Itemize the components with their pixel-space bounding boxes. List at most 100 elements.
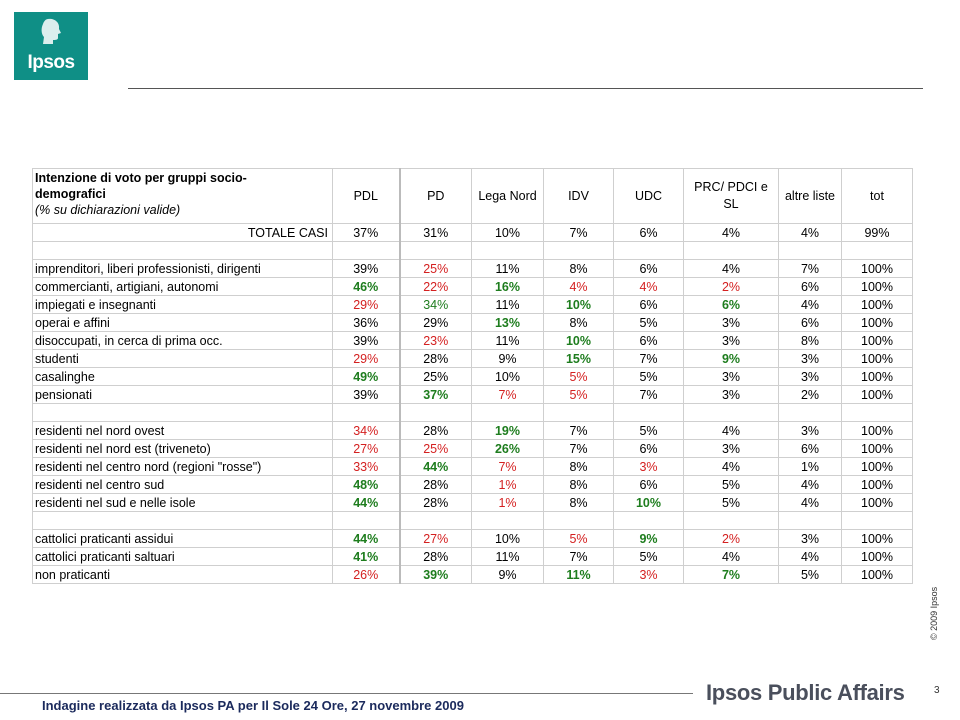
value-cell: 25%	[398, 439, 472, 458]
value-cell: 3%	[613, 565, 684, 584]
value-cell: 25%	[398, 367, 472, 386]
value-cell: 5%	[613, 367, 684, 386]
value-cell: 6%	[778, 439, 842, 458]
table-row: residenti nel nord est (triveneto) 27% 25%…	[32, 439, 913, 458]
value-cell	[543, 511, 614, 530]
value-cell	[332, 241, 400, 260]
value-cell: 26%	[332, 565, 400, 584]
table-row: studenti 29% 28% 9% 15% 7% 9% 3% 100%	[32, 349, 913, 368]
row-label	[32, 241, 333, 260]
value-cell: 3%	[778, 529, 842, 548]
value-cell	[332, 511, 400, 530]
table-row: non praticanti 26% 39% 9% 11% 3% 7% 5% 100%	[32, 565, 913, 584]
value-cell: 3%	[683, 331, 779, 350]
row-label: residenti nel nord est (triveneto)	[32, 439, 333, 458]
value-cell: 22%	[398, 277, 472, 296]
value-cell: 6%	[778, 277, 842, 296]
value-cell	[332, 403, 400, 422]
column-header: PD	[398, 168, 472, 224]
vote-intention-table: Intenzione di voto per gruppi socio- dem…	[32, 168, 913, 584]
table-row: residenti nel centro nord (regioni "ross…	[32, 457, 913, 476]
value-cell: 8%	[543, 493, 614, 512]
value-cell	[471, 511, 544, 530]
table-subtitle: (% su dichiarazioni valide)	[35, 203, 181, 217]
column-header: tot	[841, 168, 913, 224]
value-cell: 4%	[613, 277, 684, 296]
value-cell: 8%	[543, 313, 614, 332]
value-cell	[683, 241, 779, 260]
value-cell: 100%	[841, 349, 913, 368]
value-cell: 4%	[778, 493, 842, 512]
table-row: residenti nel nord ovest 34% 28% 19% 7% 5% 4% 3…	[32, 421, 913, 440]
value-cell: 4%	[778, 475, 842, 494]
value-cell: 48%	[332, 475, 400, 494]
value-cell	[398, 241, 472, 260]
value-cell: 100%	[841, 439, 913, 458]
value-cell: 5%	[613, 421, 684, 440]
value-cell	[841, 241, 913, 260]
value-cell: 3%	[683, 439, 779, 458]
column-header: IDV	[543, 168, 614, 224]
value-cell: 10%	[613, 493, 684, 512]
value-cell	[613, 511, 684, 530]
value-cell: 6%	[613, 259, 684, 278]
value-cell: 25%	[398, 259, 472, 278]
value-cell: 4%	[778, 223, 842, 242]
value-cell: 7%	[778, 259, 842, 278]
row-label	[32, 511, 333, 530]
value-cell: 7%	[471, 385, 544, 404]
value-cell: 7%	[543, 547, 614, 566]
value-cell	[613, 241, 684, 260]
value-cell: 39%	[332, 385, 400, 404]
profile-head-icon	[41, 18, 61, 44]
value-cell: 4%	[683, 547, 779, 566]
value-cell: 4%	[683, 457, 779, 476]
row-label: TOTALE CASI	[32, 223, 333, 242]
row-label: cattolici praticanti assidui	[32, 529, 333, 548]
value-cell: 34%	[332, 421, 400, 440]
logo-wordmark: Ipsos	[27, 52, 75, 73]
table-row: cattolici praticanti saltuari 41% 28% 11% 7%…	[32, 547, 913, 566]
value-cell: 28%	[398, 493, 472, 512]
value-cell: 7%	[613, 385, 684, 404]
value-cell: 16%	[471, 277, 544, 296]
value-cell: 44%	[398, 457, 472, 476]
value-cell	[543, 403, 614, 422]
value-cell: 3%	[778, 421, 842, 440]
value-cell: 5%	[683, 475, 779, 494]
header-divider	[128, 88, 923, 89]
value-cell: 2%	[778, 385, 842, 404]
value-cell: 6%	[683, 295, 779, 314]
row-label: impiegati e insegnanti	[32, 295, 333, 314]
column-header: Lega Nord	[471, 168, 544, 224]
value-cell: 100%	[841, 547, 913, 566]
value-cell: 9%	[471, 565, 544, 584]
value-cell: 4%	[683, 223, 779, 242]
row-label: cattolici praticanti saltuari	[32, 547, 333, 566]
value-cell	[778, 241, 842, 260]
value-cell: 8%	[543, 457, 614, 476]
value-cell: 4%	[683, 421, 779, 440]
value-cell	[398, 403, 472, 422]
row-label: non praticanti	[32, 565, 333, 584]
value-cell: 28%	[398, 349, 472, 368]
value-cell	[778, 511, 842, 530]
value-cell: 100%	[841, 277, 913, 296]
value-cell	[683, 403, 779, 422]
value-cell: 44%	[332, 529, 400, 548]
row-label: pensionati	[32, 385, 333, 404]
value-cell: 100%	[841, 295, 913, 314]
value-cell: 5%	[683, 493, 779, 512]
ipsos-public-affairs-brand: Ipsos Public Affairs	[706, 680, 905, 705]
value-cell: 4%	[543, 277, 614, 296]
value-cell: 34%	[398, 295, 472, 314]
value-cell: 7%	[613, 349, 684, 368]
value-cell: 6%	[613, 223, 684, 242]
ipsos-logo: Ipsos	[14, 12, 88, 80]
table-row: disoccupati, in cerca di prima occ. 39% 23…	[32, 331, 913, 350]
value-cell: 3%	[778, 349, 842, 368]
value-cell: 5%	[613, 313, 684, 332]
value-cell: 27%	[398, 529, 472, 548]
value-cell: 46%	[332, 277, 400, 296]
table-row: casalinghe 49% 25% 10% 5% 5% 3% 3% 100%	[32, 367, 913, 386]
